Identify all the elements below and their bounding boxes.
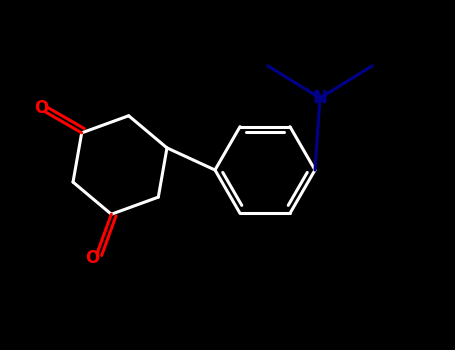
Text: O: O <box>34 99 48 117</box>
Text: N: N <box>313 89 328 107</box>
Text: O: O <box>85 249 99 267</box>
